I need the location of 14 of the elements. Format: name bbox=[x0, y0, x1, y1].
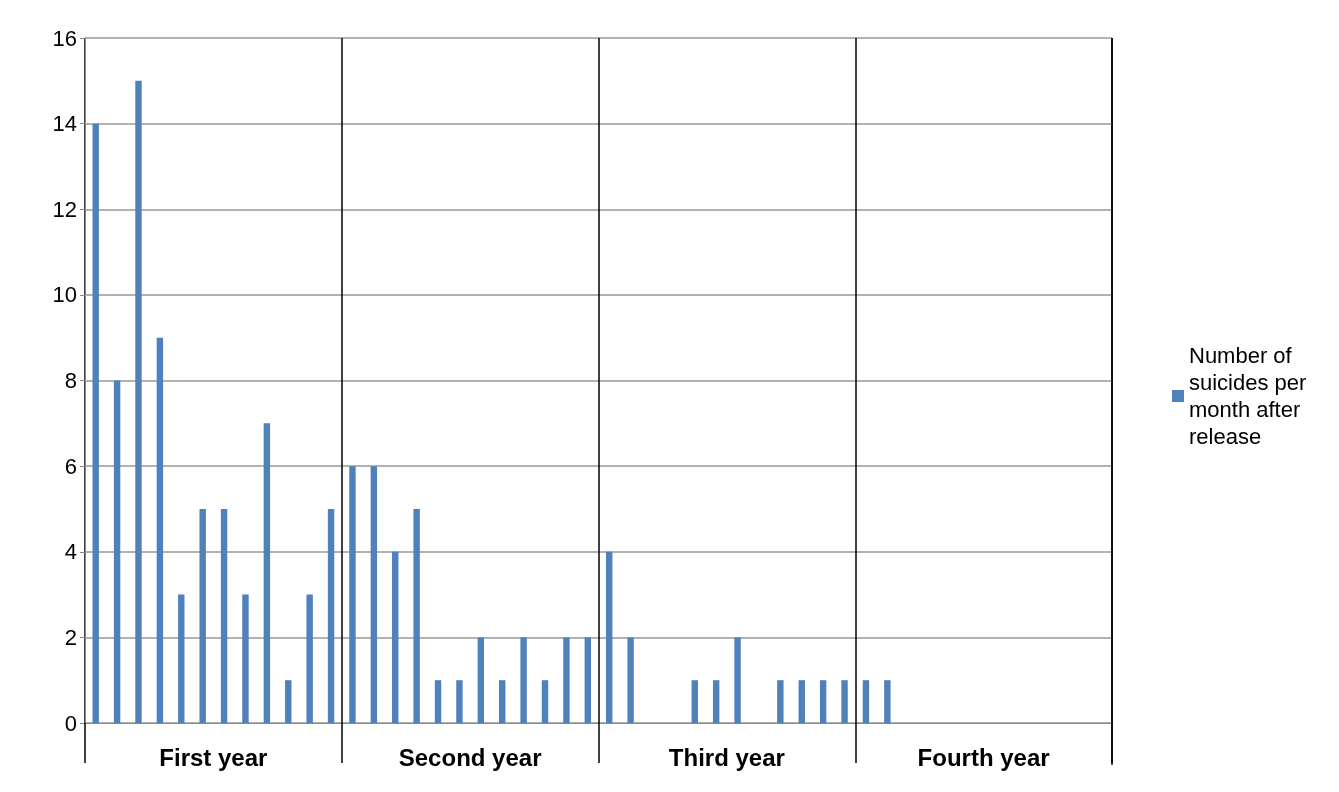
y-tick-label: 16 bbox=[52, 25, 77, 51]
y-tick-label: 8 bbox=[64, 368, 77, 393]
y-tick-label: 12 bbox=[52, 196, 77, 222]
text: First year bbox=[159, 743, 268, 771]
legend-label: Number of suicides per month after release bbox=[1189, 343, 1313, 449]
y-tick-label: 14 bbox=[52, 111, 77, 137]
y-tick-label: 4 bbox=[64, 539, 77, 565]
text: Second year bbox=[398, 743, 542, 771]
y-tick-label: 2 bbox=[64, 624, 77, 650]
text: Third year bbox=[668, 743, 785, 771]
y-tick-label: 6 bbox=[64, 453, 77, 479]
text: Fourth year bbox=[917, 743, 1050, 771]
y-tick-label: 10 bbox=[52, 282, 77, 308]
y-tick-label: 0 bbox=[64, 710, 77, 736]
